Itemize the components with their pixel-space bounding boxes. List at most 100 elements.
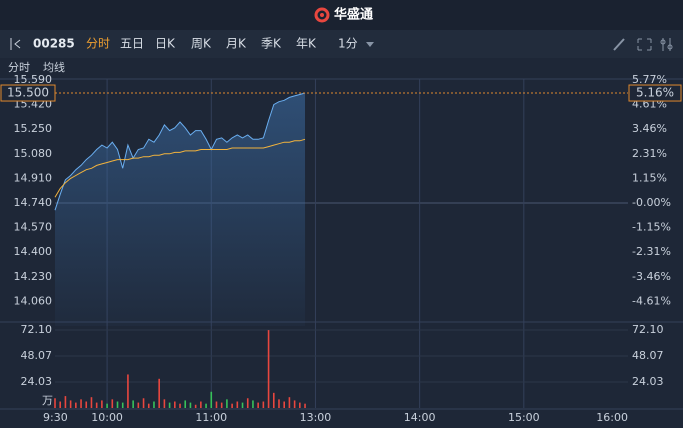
volume-bar xyxy=(231,403,233,408)
volume-bar xyxy=(283,401,285,408)
toolbar xyxy=(0,30,683,58)
period-tab[interactable]: 季K xyxy=(261,37,282,51)
volume-bar xyxy=(278,399,280,408)
volume-bar xyxy=(90,397,93,408)
volume-tick-label: 24.03 xyxy=(632,375,664,388)
volume-tick-label: 24.03 xyxy=(21,375,53,388)
y-tick-label: 14.230 xyxy=(14,270,53,283)
period-tab[interactable]: 月K xyxy=(226,37,247,51)
y2-tick-label: -3.46% xyxy=(632,270,671,283)
last-change-label: 5.16% xyxy=(636,86,674,100)
period-tab[interactable]: 日K xyxy=(155,37,176,51)
last-change-box xyxy=(628,84,682,102)
volume-bar xyxy=(127,374,129,408)
volume-bar xyxy=(85,401,88,408)
last-price-box xyxy=(0,84,56,102)
header-bar xyxy=(0,0,683,30)
x-tick-label: 14:00 xyxy=(404,411,436,424)
y-tick-label: 15.250 xyxy=(14,122,53,135)
volume-bar xyxy=(215,401,218,408)
volume-bar xyxy=(54,398,56,408)
volume-bar xyxy=(116,401,119,408)
volume-bar xyxy=(210,391,213,408)
y2-tick-label: 2.31% xyxy=(632,147,667,160)
interval-select[interactable]: 1分 xyxy=(338,37,358,51)
y-tick-label: 14.570 xyxy=(14,221,53,234)
period-tab[interactable]: 周K xyxy=(191,37,212,51)
x-tick-label: 10:00 xyxy=(91,411,123,424)
volume-bar xyxy=(272,392,275,408)
volume-bar xyxy=(288,397,291,408)
app-title: 华盛通 xyxy=(334,7,373,23)
price-area xyxy=(55,93,306,326)
dropdown-arrow[interactable] xyxy=(366,42,374,47)
volume-bar xyxy=(304,403,306,408)
volume-bar xyxy=(142,398,145,408)
y2-tick-label: 5.77% xyxy=(632,73,667,86)
volume-bar xyxy=(205,403,207,408)
volume-bar xyxy=(184,400,187,408)
volume-bar xyxy=(262,401,265,408)
volume-tick-label: 48.07 xyxy=(632,349,664,362)
volume-bar xyxy=(194,404,197,408)
y-tick-label: 14.910 xyxy=(14,171,53,184)
volume-bar xyxy=(59,401,62,408)
volume-bar xyxy=(75,402,77,408)
price-line xyxy=(54,92,306,211)
volume-bar xyxy=(137,402,140,408)
x-tick-label: 11:00 xyxy=(195,411,227,424)
period-tab[interactable]: 年K xyxy=(296,37,317,51)
volume-bar xyxy=(299,402,301,408)
volume-bar xyxy=(252,400,254,408)
expand-icon[interactable] xyxy=(637,38,652,51)
average-line xyxy=(54,138,306,198)
volume-bar xyxy=(200,401,202,408)
y2-tick-label: -2.31% xyxy=(632,245,671,258)
volume-bar xyxy=(246,398,249,408)
y-tick-label: 14.060 xyxy=(14,294,53,307)
legend-entry: 分时 xyxy=(8,61,30,74)
volume-unit: 万 xyxy=(42,394,53,407)
x-tick-label: 9:30 xyxy=(43,411,68,424)
y-tick-label: 14.400 xyxy=(14,245,53,258)
volume-bar xyxy=(189,402,192,408)
x-tick-label: 16:00 xyxy=(596,411,628,424)
y2-tick-label: -4.61% xyxy=(632,294,671,307)
y-tick-label: 15.590 xyxy=(14,73,53,86)
edit-icon[interactable] xyxy=(613,38,625,51)
volume-bar xyxy=(257,402,259,408)
period-tab[interactable]: 分时 xyxy=(86,37,110,51)
volume-bar xyxy=(236,401,239,408)
settings-icon[interactable] xyxy=(660,38,673,51)
volume-bar xyxy=(168,402,171,408)
volume-bar xyxy=(293,400,296,408)
volume-bar xyxy=(132,400,134,408)
volume-bar xyxy=(106,403,108,408)
y-tick-label: 15.080 xyxy=(14,147,53,160)
volume-bar xyxy=(158,378,160,408)
volume-bar xyxy=(163,399,166,408)
volume-tick-label: 72.10 xyxy=(632,323,664,336)
volume-bar xyxy=(121,402,124,408)
volume-bar xyxy=(69,400,72,408)
volume-bar xyxy=(226,399,228,408)
collapse-icon[interactable] xyxy=(10,38,21,50)
volume-bar xyxy=(111,399,114,408)
volume-bar xyxy=(174,401,176,408)
volume-bar xyxy=(220,402,223,408)
period-tab[interactable]: 五日 xyxy=(120,37,144,51)
x-tick-label: 13:00 xyxy=(300,411,332,424)
x-tick-label: 15:00 xyxy=(508,411,540,424)
stock-code: 00285 xyxy=(33,37,75,51)
volume-bar xyxy=(95,402,98,408)
volume-bar xyxy=(153,401,155,408)
volume-bar xyxy=(101,400,103,408)
volume-bar xyxy=(147,403,150,408)
volume-tick-label: 72.10 xyxy=(21,323,53,336)
volume-bar xyxy=(241,402,244,408)
y2-tick-label: 3.46% xyxy=(632,122,667,135)
y2-tick-label: -0.00% xyxy=(632,196,671,209)
volume-tick-label: 48.07 xyxy=(21,349,53,362)
y2-tick-label: -1.15% xyxy=(632,221,671,234)
